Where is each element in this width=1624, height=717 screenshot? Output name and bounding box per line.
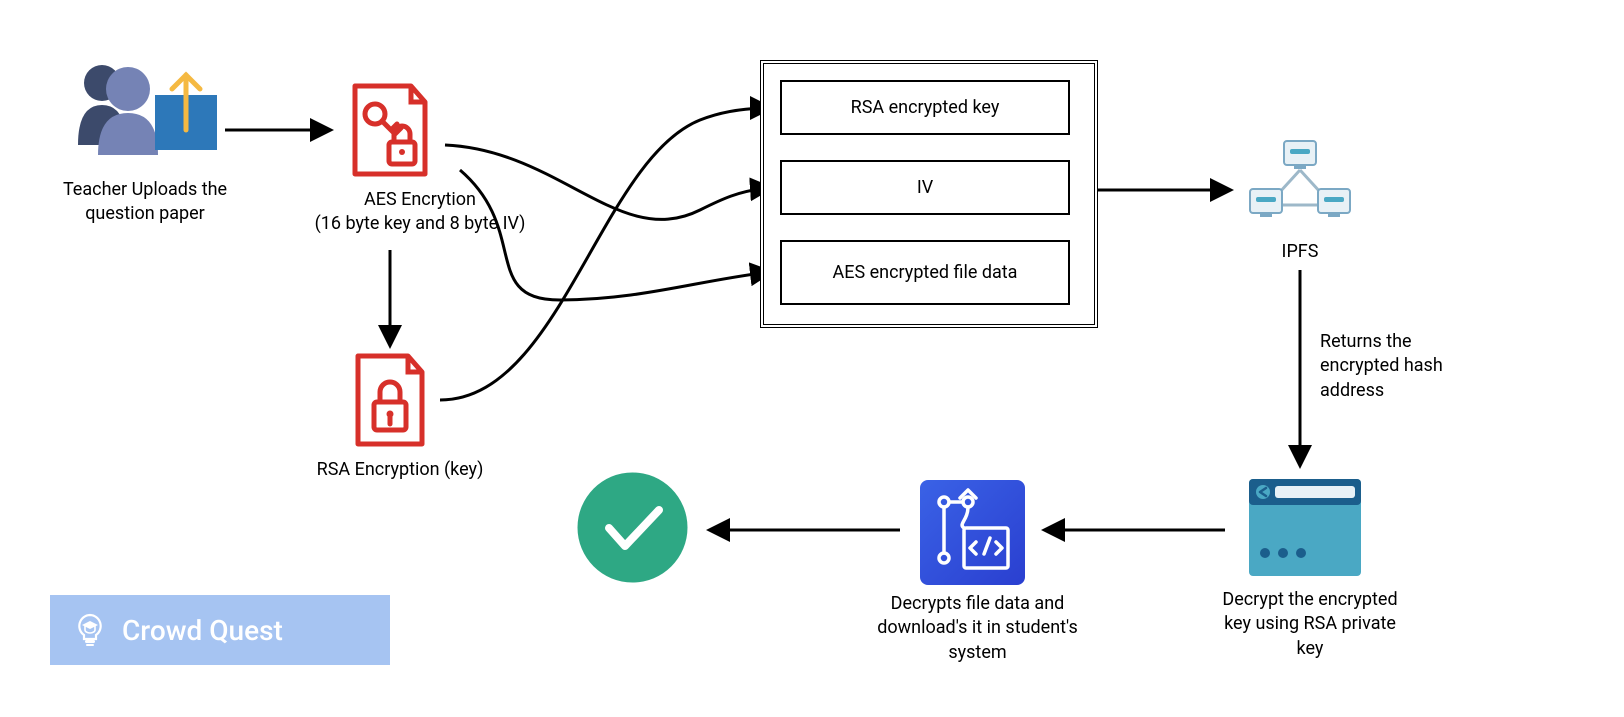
edge-label-ipfs-browser: Returns the encrypted hash address	[1320, 330, 1480, 403]
browser-icon	[1245, 475, 1365, 580]
aes-label-line2: (16 byte key and 8 byte IV)	[315, 213, 526, 234]
ipfs-label: IPFS	[1260, 240, 1340, 264]
success-check-icon	[575, 470, 690, 585]
crowdquest-logo: Crowd Quest	[50, 595, 390, 665]
diagram-canvas: Teacher Uploads the question paper AES E…	[0, 0, 1624, 717]
code-icon	[920, 480, 1025, 585]
aes-file-box: AES encrypted file data	[780, 240, 1070, 305]
rsa-label: RSA Encryption (key)	[300, 458, 500, 482]
lightbulb-icon	[72, 612, 108, 648]
rsa-key-box: RSA encrypted key	[780, 80, 1070, 135]
browser-label: Decrypt the encrypted key using RSA priv…	[1215, 588, 1405, 661]
aes-label: AES Encrytion (16 byte key and 8 byte IV…	[280, 188, 560, 237]
code-label: Decrypts file data and download's it in …	[870, 592, 1085, 665]
teacher-label: Teacher Uploads the question paper	[45, 178, 245, 227]
rsa-encryption-icon	[350, 350, 430, 450]
aes-encryption-icon	[345, 80, 435, 180]
aes-label-line1: AES Encrytion	[364, 189, 476, 210]
ipfs-icon	[1240, 135, 1360, 235]
iv-box: IV	[780, 160, 1070, 215]
teacher-upload-icon	[60, 55, 230, 165]
logo-text: Crowd Quest	[122, 614, 283, 647]
